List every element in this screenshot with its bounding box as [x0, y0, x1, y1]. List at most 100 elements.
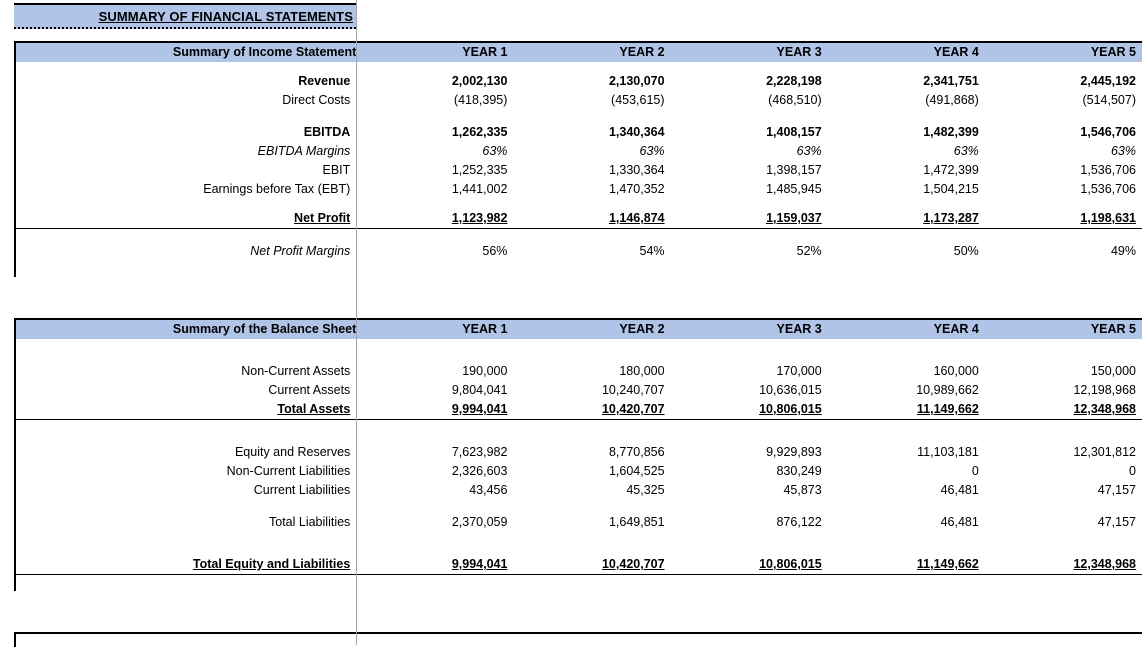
revenue-year-4: 2,341,751 — [923, 74, 979, 88]
income-statement-block: Summary of Income Statement YEAR 1 YEAR … — [14, 41, 1142, 277]
total-assets-year-2: 10,420,707 — [515, 400, 673, 420]
spacer-cell — [358, 339, 515, 352]
table-row-total: Net Profit 1,123,982 1,146,874 1,159,037… — [16, 209, 1142, 229]
equity-and-reserves-year-5: 12,301,812 — [1073, 445, 1136, 459]
total-equity-and-liabilities-year-4-text: 11,149,662 — [916, 557, 979, 571]
ebitda-year-3: 1,408,157 — [766, 125, 822, 139]
spacer-cell — [987, 352, 1142, 362]
spacer-cell — [987, 532, 1142, 545]
non-current-assets-year-2: 180,000 — [619, 364, 665, 378]
row-label-total-assets: Total Assets — [16, 400, 359, 420]
table-row: Direct Costs (418,395) (453,615) (468,51… — [16, 91, 1142, 110]
row-label-non-current-assets: Non-Current Assets — [241, 364, 351, 378]
table-row: Earnings before Tax (EBT) 1,441,002 1,47… — [16, 180, 1142, 199]
spacer-cell — [515, 433, 672, 443]
balance-sheet-header-year-5: YEAR 5 — [986, 320, 1142, 339]
equity-and-reserves-year-2: 8,770,856 — [608, 445, 665, 459]
total-assets-year-5: 12,348,968 — [986, 400, 1142, 420]
total-equity-and-liabilities-year-1: 9,994,041 — [358, 555, 516, 575]
revenue-year-1: 2,002,130 — [451, 74, 508, 88]
spacer-row — [16, 532, 1142, 545]
spacer-cell — [830, 339, 987, 352]
spacer-cell — [16, 352, 358, 362]
spacer-row — [16, 62, 1142, 72]
table-row-total: Total Assets 9,994,041 10,420,707 10,806… — [16, 400, 1142, 420]
ebit-year-4: 1,472,399 — [923, 163, 979, 177]
direct-costs-year-4: (491,868) — [925, 93, 979, 107]
ebitda-year-4: 1,482,399 — [923, 125, 979, 139]
revenue-year-5: 2,445,192 — [1080, 74, 1136, 88]
next-section-block — [14, 632, 1142, 647]
sheet-title-bar: SUMMARY OF FINANCIAL STATEMENTS — [14, 3, 356, 29]
table-row: Non-Current Liabilities 2,326,603 1,604,… — [16, 462, 1142, 481]
spacer-cell — [673, 420, 830, 434]
spacer-cell — [515, 545, 672, 555]
ebt-year-1: 1,441,002 — [451, 182, 508, 196]
current-liabilities-year-4: 46,481 — [940, 483, 979, 497]
spacer-cell — [673, 62, 830, 72]
spacer-cell — [673, 433, 830, 443]
spacer-cell — [673, 500, 830, 513]
ebitda-margins-year-5: 63% — [1110, 144, 1136, 158]
row-label-earnings-before-tax: Earnings before Tax (EBT) — [203, 182, 351, 196]
spacer-cell — [16, 433, 358, 443]
current-assets-year-1: 9,804,041 — [451, 383, 508, 397]
spacer-cell — [515, 261, 672, 277]
equity-and-reserves-year-4: 11,103,181 — [917, 445, 979, 459]
net-profit-year-3-text: 1,159,037 — [766, 211, 822, 225]
spacer-row — [16, 261, 1142, 277]
spacer-cell — [16, 532, 358, 545]
spacer-cell — [358, 229, 515, 243]
spacer-cell — [830, 199, 987, 209]
spacer-cell — [830, 545, 987, 555]
income-statement-header-label: Summary of Income Statement — [16, 43, 359, 62]
total-liabilities-year-4: 46,481 — [940, 515, 979, 529]
non-current-assets-year-1: 190,000 — [462, 364, 508, 378]
spacer-cell — [673, 339, 830, 352]
spacer-cell — [830, 229, 987, 243]
row-label-ebit: EBIT — [322, 163, 351, 177]
row-label-direct-costs: Direct Costs — [282, 93, 351, 107]
table-row-total: Total Equity and Liabilities 9,994,041 1… — [16, 555, 1142, 575]
total-equity-and-liabilities-year-5-text: 12,348,968 — [1073, 557, 1136, 571]
spacer-cell — [830, 62, 987, 72]
balance-sheet-header-year-4: YEAR 4 — [829, 320, 987, 339]
current-assets-year-2: 10,240,707 — [601, 383, 665, 397]
table-row: Equity and Reserves 7,623,982 8,770,856 … — [16, 443, 1142, 462]
equity-and-reserves-year-3: 9,929,893 — [766, 445, 822, 459]
non-current-assets-year-4: 160,000 — [933, 364, 979, 378]
balance-sheet-header-label: Summary of the Balance Sheet — [16, 320, 359, 339]
spacer-row — [16, 229, 1142, 243]
net-profit-year-5-text: 1,198,631 — [1080, 211, 1136, 225]
spacer-cell — [358, 500, 515, 513]
ebit-year-2: 1,330,364 — [608, 163, 665, 177]
current-assets-year-5: 12,198,968 — [1073, 383, 1136, 397]
spacer-cell — [673, 229, 830, 243]
spacer-cell — [830, 500, 987, 513]
net-profit-margins-year-4: 50% — [953, 244, 979, 258]
total-equity-and-liabilities-year-3: 10,806,015 — [672, 555, 830, 575]
spacer-cell — [673, 199, 830, 209]
income-statement-header-year-2: YEAR 2 — [515, 43, 673, 62]
spacer-cell — [673, 532, 830, 545]
spacer-cell — [515, 339, 672, 352]
ebitda-year-5: 1,546,706 — [1080, 125, 1136, 139]
net-profit-year-2-text: 1,146,874 — [608, 211, 665, 225]
table-row: Total Liabilities 2,370,059 1,649,851 87… — [16, 513, 1142, 532]
spacer-cell — [987, 110, 1142, 123]
row-label-net-profit-margins: Net Profit Margins — [250, 244, 351, 258]
spacer-cell — [673, 545, 830, 555]
spacer-row — [16, 545, 1142, 555]
spacer-cell — [358, 532, 515, 545]
current-liabilities-year-2: 45,325 — [626, 483, 665, 497]
balance-sheet-header-year-1: YEAR 1 — [358, 320, 516, 339]
spacer-cell — [830, 110, 987, 123]
spacer-cell — [16, 545, 358, 555]
total-equity-and-liabilities-year-3-text: 10,806,015 — [759, 557, 822, 571]
spacer-cell — [830, 575, 987, 592]
direct-costs-year-2: (453,615) — [611, 93, 665, 107]
table-row: EBIT 1,252,335 1,330,364 1,398,157 1,472… — [16, 161, 1142, 180]
row-label-net-profit: Net Profit — [16, 209, 359, 229]
income-statement-header-year-4: YEAR 4 — [829, 43, 987, 62]
total-equity-and-liabilities-year-4: 11,149,662 — [829, 555, 987, 575]
